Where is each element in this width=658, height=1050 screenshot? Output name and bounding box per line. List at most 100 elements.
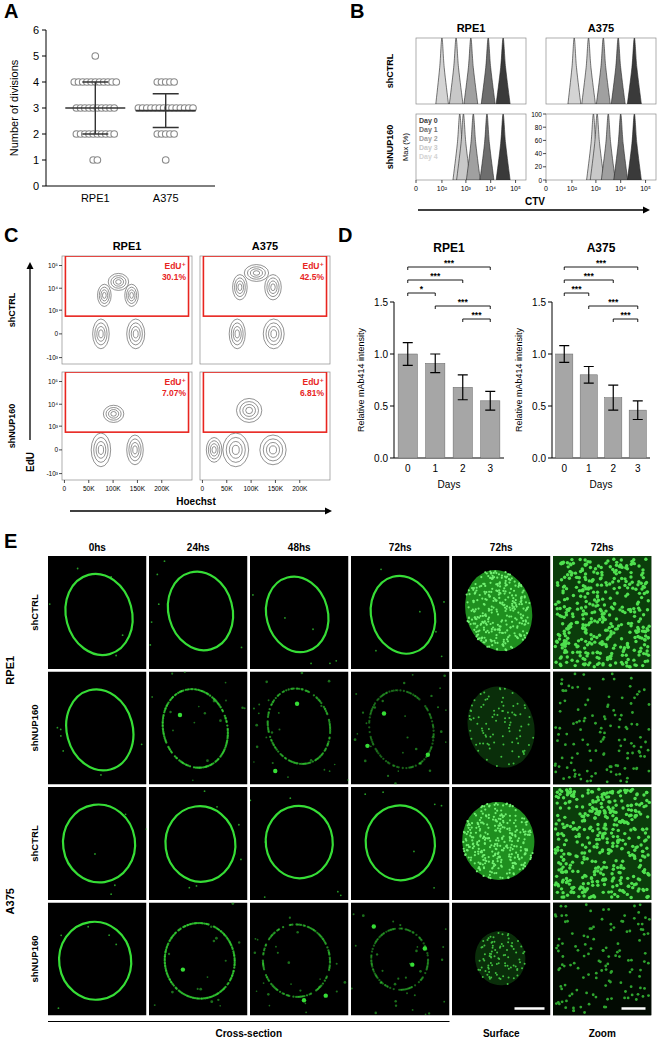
pore-dot	[582, 609, 585, 612]
speckle	[151, 696, 153, 698]
pore-dot	[504, 590, 506, 592]
pore-dot	[464, 832, 466, 834]
rim-punctum	[399, 689, 401, 691]
x-tick-label: 0	[414, 185, 418, 192]
pore-dot	[603, 752, 606, 755]
speckle	[434, 803, 436, 805]
y-tick	[543, 140, 546, 141]
pore-dot	[470, 710, 472, 712]
speckle	[445, 741, 447, 743]
y-tick	[59, 449, 62, 450]
speckle	[370, 745, 372, 747]
plot-area	[203, 372, 326, 467]
pore-dot	[623, 584, 626, 587]
rim-punctum	[162, 714, 164, 716]
pore-dot	[596, 583, 599, 586]
density-contour	[99, 287, 109, 303]
pore-dot	[624, 767, 627, 770]
pore-dot	[614, 661, 617, 664]
speckle	[198, 706, 200, 708]
pore-dot	[484, 585, 486, 587]
pore-dot	[628, 665, 631, 668]
pore-dot	[482, 859, 484, 861]
pore-dot	[586, 592, 589, 595]
pore-dot	[477, 851, 479, 853]
pore-dot	[511, 594, 513, 596]
pore-dot	[593, 665, 596, 668]
pore-dot	[579, 728, 582, 731]
y-axis-label: Relative mAb414 intensity	[514, 327, 524, 432]
speckle	[253, 707, 255, 709]
axis-arrow-head	[325, 508, 332, 515]
nuclear-rim	[57, 682, 142, 778]
pore-dot	[612, 631, 615, 634]
rim-punctum	[432, 726, 434, 728]
pore-dot	[483, 867, 485, 869]
pore-dot	[563, 630, 566, 633]
pore-dot	[514, 581, 516, 583]
rim-punctum	[326, 745, 328, 747]
pore-dot	[466, 833, 468, 835]
y-tick	[548, 354, 552, 355]
speckle	[271, 731, 273, 733]
pore-dot	[485, 640, 487, 642]
histogram-peak	[582, 38, 596, 104]
pore-dot	[481, 728, 483, 730]
pore-dot	[472, 601, 474, 603]
pore-dot	[642, 613, 645, 616]
density-contour	[260, 435, 286, 465]
rim-punctum	[270, 739, 272, 741]
pore-dot	[639, 736, 642, 739]
pore-dot	[513, 590, 515, 592]
speckle	[312, 628, 314, 630]
rim-punctum	[226, 721, 228, 723]
pore-dot	[483, 604, 485, 606]
y-tick-label: 0.0	[532, 453, 546, 464]
y-tick-label: 5	[33, 50, 39, 62]
pore-dot	[471, 704, 473, 706]
speckle	[225, 700, 227, 702]
rim-punctum	[324, 750, 326, 752]
pore-dot	[576, 601, 579, 604]
density-contour	[253, 271, 260, 276]
pore-dot	[606, 637, 609, 640]
pore-dot	[483, 866, 485, 868]
density-contour	[125, 284, 139, 306]
plot-frame	[200, 256, 330, 364]
pore-dot	[499, 625, 501, 627]
pore-dot	[603, 731, 606, 734]
rim-punctum	[210, 764, 212, 766]
speckle	[100, 774, 102, 776]
pore-dot	[574, 773, 577, 776]
speckle	[394, 782, 397, 784]
tile-background	[351, 672, 450, 785]
row-label: shCTRL	[7, 292, 17, 327]
nuclear-rim	[58, 800, 140, 887]
pore-dot	[643, 755, 646, 758]
bar	[556, 354, 573, 458]
pore-dot	[594, 772, 597, 775]
pore-dot	[509, 592, 511, 594]
pore-dot	[497, 824, 499, 826]
pore-dot	[513, 714, 515, 716]
pore-dot	[520, 635, 522, 637]
panel-letter: E	[4, 530, 17, 552]
pore-dot	[489, 582, 491, 584]
pore-dot	[569, 570, 572, 573]
aggregate	[178, 713, 182, 717]
pore-dot	[506, 575, 508, 577]
pore-dot	[578, 558, 581, 561]
pore-dot	[609, 664, 612, 667]
significance-label: ***	[430, 271, 441, 281]
pore-dot	[507, 877, 509, 879]
pore-dot	[602, 738, 605, 741]
nuclear-surface	[459, 679, 544, 775]
pore-dot	[483, 805, 485, 807]
pore-dot	[480, 810, 482, 812]
pore-dot	[610, 606, 613, 609]
rim-punctum	[324, 707, 326, 709]
pore-dot	[502, 590, 504, 592]
y-tick	[543, 180, 546, 181]
pore-dot	[496, 610, 498, 612]
rim-punctum	[381, 694, 383, 696]
